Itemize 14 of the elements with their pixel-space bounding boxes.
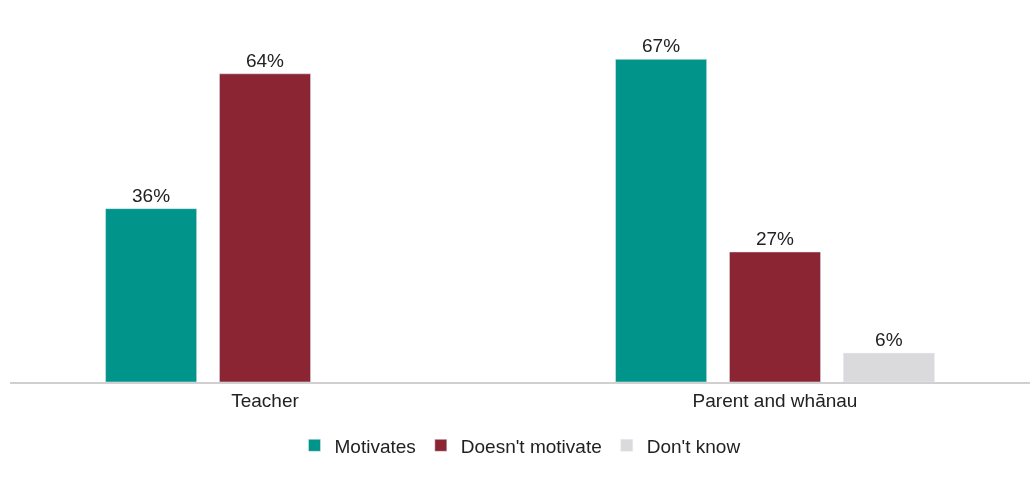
data-label: 27% [755, 227, 795, 249]
x-tick-label: Parent and whānau [692, 389, 858, 411]
legend-label: Doesn't motivate [460, 435, 602, 457]
bar [219, 73, 311, 382]
legend-label: Motivates [334, 435, 416, 457]
data-label: 64% [245, 49, 285, 71]
bar [729, 251, 821, 382]
bar [105, 208, 197, 382]
x-tick-label: Teacher [231, 389, 300, 411]
bar [615, 59, 707, 382]
data-label: 6% [875, 329, 903, 351]
data-label: 67% [642, 35, 681, 57]
legend-label: Don't know [646, 435, 741, 457]
data-label: 36% [132, 184, 171, 206]
